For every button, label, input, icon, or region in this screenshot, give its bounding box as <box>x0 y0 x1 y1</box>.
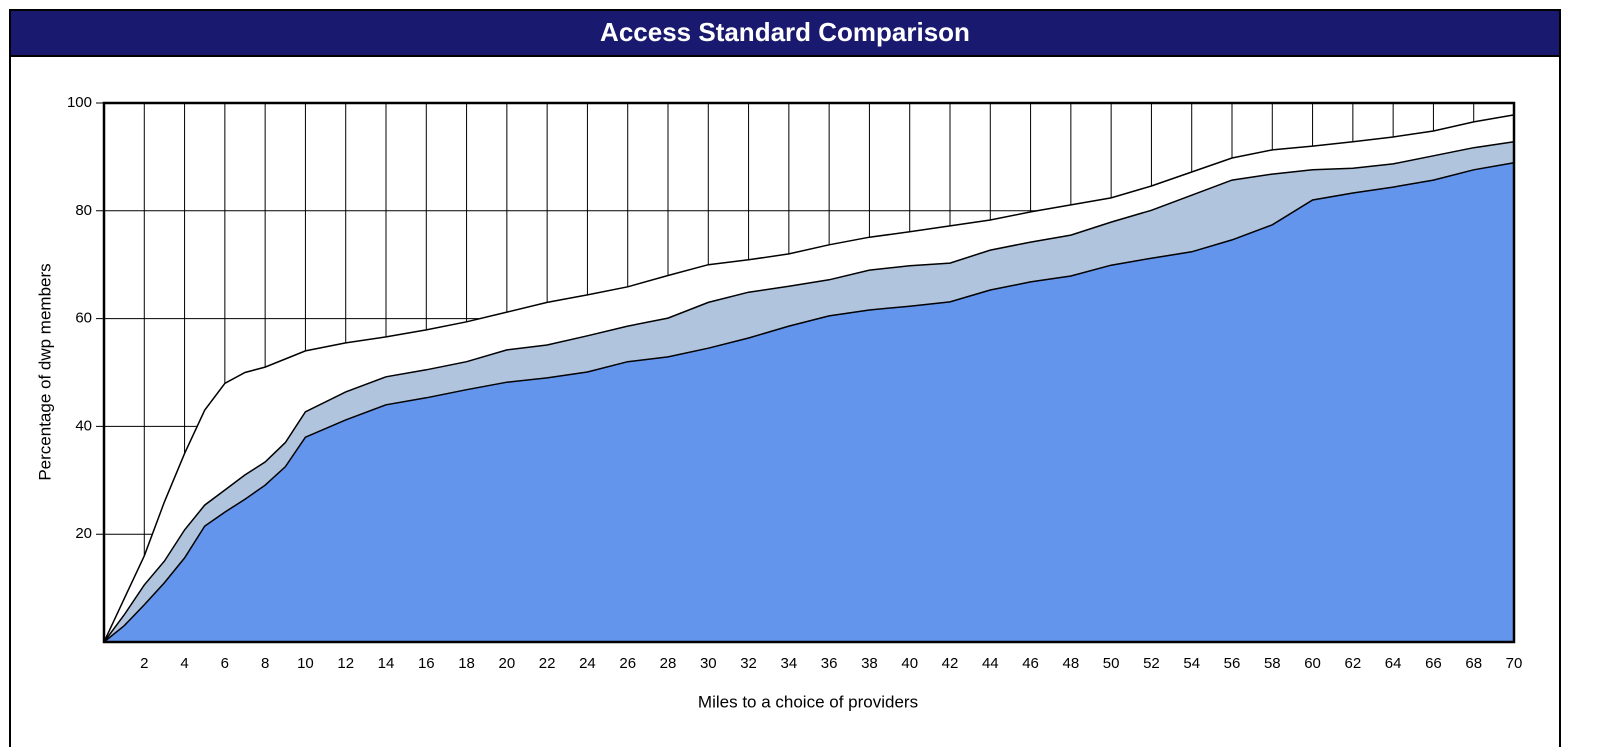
x-tick-label: 34 <box>781 655 798 672</box>
x-tick-label: 46 <box>1022 655 1039 672</box>
x-tick-label: 30 <box>700 655 717 672</box>
y-tick-label: 40 <box>75 417 92 434</box>
x-tick-label: 56 <box>1224 655 1241 672</box>
x-tick-label: 24 <box>579 655 596 672</box>
series-area <box>104 162 1514 643</box>
x-tick-label: 40 <box>901 655 918 672</box>
x-tick-label: 6 <box>221 655 229 672</box>
y-tick-label: 20 <box>75 525 92 542</box>
x-tick-label: 54 <box>1183 655 1200 672</box>
y-tick-label: 60 <box>75 310 92 327</box>
y-tick-label: 100 <box>67 94 92 111</box>
x-tick-label: 20 <box>499 655 516 672</box>
x-tick-label: 52 <box>1143 655 1160 672</box>
x-tick-label: 58 <box>1264 655 1281 672</box>
series-line <box>103 162 1515 643</box>
x-tick-label: 64 <box>1385 655 1402 672</box>
y-tick-label: 80 <box>75 202 92 219</box>
x-tick-label: 10 <box>297 655 314 672</box>
x-tick-label: 18 <box>458 655 475 672</box>
title-bar <box>9 9 1561 57</box>
x-tick-label: 26 <box>619 655 636 672</box>
x-tick-label: 36 <box>821 655 838 672</box>
x-tick-label: 16 <box>418 655 435 672</box>
x-tick-label: 2 <box>140 655 148 672</box>
series-line <box>103 141 1515 643</box>
x-tick-label: 42 <box>942 655 959 672</box>
x-axis-label: Miles to a choice of providers <box>698 692 918 711</box>
x-tick-label: 28 <box>660 655 677 672</box>
x-tick-label: 12 <box>337 655 354 672</box>
x-tick-label: 4 <box>180 655 188 672</box>
x-tick-label: 62 <box>1345 655 1362 672</box>
x-tick-label: 44 <box>982 655 999 672</box>
x-tick-label: 38 <box>861 655 878 672</box>
series-line <box>103 114 1515 643</box>
x-tick-label: 32 <box>740 655 757 672</box>
x-tick-label: 66 <box>1425 655 1442 672</box>
x-tick-label: 48 <box>1063 655 1080 672</box>
x-tick-label: 50 <box>1103 655 1120 672</box>
chart-title: Access Standard Comparison <box>600 17 970 47</box>
y-axis-label: Percentage of dwp members <box>35 263 54 480</box>
x-tick-label: 68 <box>1465 655 1482 672</box>
x-tick-label: 70 <box>1506 655 1523 672</box>
x-tick-label: 8 <box>261 655 269 672</box>
plot-border <box>102 101 1516 644</box>
x-tick-label: 14 <box>378 655 395 672</box>
x-tick-label: 22 <box>539 655 556 672</box>
x-tick-label: 60 <box>1304 655 1321 672</box>
